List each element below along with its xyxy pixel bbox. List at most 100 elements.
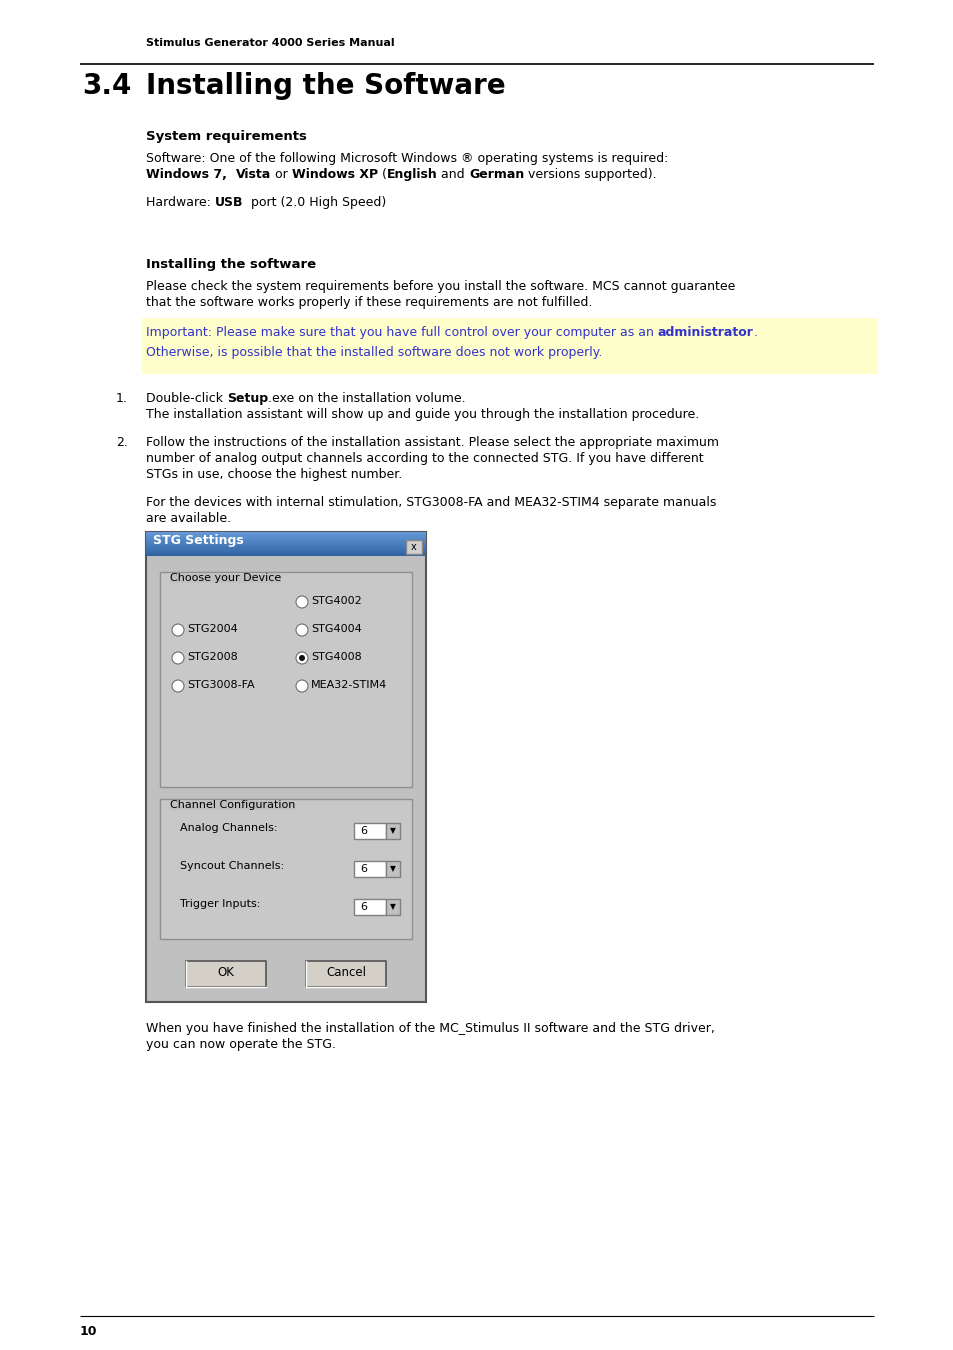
Bar [146,547,426,549]
Text: When you have finished the installation of the MC_Stimulus II software and the S: When you have finished the installation … [146,1022,714,1035]
Text: ▼: ▼ [390,826,395,836]
Text: Please check the system requirements before you install the software. MCS cannot: Please check the system requirements bef… [146,279,735,293]
Bar [146,535,426,537]
Bar [386,824,399,838]
Text: STG4004: STG4004 [311,624,361,634]
Bar [146,533,426,536]
Text: 2.: 2. [116,436,128,450]
Bar [160,799,412,940]
Bar [146,541,426,543]
Text: versions supported).: versions supported). [524,167,657,181]
Text: 6: 6 [360,864,367,873]
Bar [406,540,421,553]
Text: you can now operate the STG.: you can now operate the STG. [146,1038,335,1052]
Text: STG3008-FA: STG3008-FA [187,680,254,690]
Text: Choose your Device: Choose your Device [170,572,281,583]
Text: (: ( [377,167,386,181]
Text: 10: 10 [80,1324,97,1338]
Bar [142,319,877,374]
Bar [146,549,426,551]
Text: that the software works properly if these requirements are not fulfilled.: that the software works properly if thes… [146,296,592,309]
Text: 3.4: 3.4 [82,72,132,100]
Circle shape [295,595,308,608]
Text: .: . [753,325,757,339]
Text: STG2004: STG2004 [187,624,237,634]
Bar [146,554,426,555]
Text: ▼: ▼ [390,903,395,911]
Text: Software: One of the following Microsoft Windows ® operating systems is required: Software: One of the following Microsoft… [146,153,668,165]
Text: USB: USB [214,196,243,209]
Bar [146,543,426,544]
Circle shape [172,680,184,693]
Text: Double-click: Double-click [146,392,227,405]
Text: English: English [386,167,436,181]
Text: Analog Channels:: Analog Channels: [180,824,277,833]
Text: Cancel: Cancel [326,965,366,979]
Bar [146,555,426,556]
Text: or: or [271,167,292,181]
Bar [386,899,399,915]
Text: Windows 7,: Windows 7, [146,167,235,181]
Text: port (2.0 High Speed): port (2.0 High Speed) [243,196,386,209]
Text: number of analog output channels according to the connected STG. If you have dif: number of analog output channels accordi… [146,452,703,464]
Circle shape [295,680,308,693]
Circle shape [295,652,308,664]
Text: Setup: Setup [227,392,268,405]
Text: System requirements: System requirements [146,130,307,143]
Text: STG4008: STG4008 [311,652,361,662]
Text: are available.: are available. [146,512,231,525]
Text: .exe on the installation volume.: .exe on the installation volume. [268,392,465,405]
Text: Installing the Software: Installing the Software [146,72,505,100]
Bar [146,552,426,554]
Bar [146,551,426,552]
Bar [146,548,426,549]
Bar [146,532,426,533]
Circle shape [172,652,184,664]
Text: ▼: ▼ [390,864,395,873]
Bar [146,537,426,539]
Text: Trigger Inputs:: Trigger Inputs: [180,899,260,909]
Text: OK: OK [217,965,234,979]
Bar [146,532,426,1002]
Bar [354,824,386,838]
Bar [146,545,426,548]
Bar [146,539,426,540]
Text: Installing the software: Installing the software [146,258,315,271]
Text: Important: Please make sure that you have full control over your computer as an: Important: Please make sure that you hav… [146,325,658,339]
Bar [354,861,386,878]
Text: Otherwise, is possible that the installed software does not work properly.: Otherwise, is possible that the installe… [146,346,601,359]
Text: 6: 6 [360,826,367,836]
Text: German: German [469,167,524,181]
Circle shape [172,624,184,636]
Text: Vista: Vista [235,167,271,181]
Text: administrator: administrator [658,325,753,339]
Text: STGs in use, choose the highest number.: STGs in use, choose the highest number. [146,468,402,481]
Text: x: x [411,541,416,552]
Bar [146,544,426,547]
Text: MEA32-STIM4: MEA32-STIM4 [311,680,387,690]
Text: Windows XP: Windows XP [292,167,377,181]
Bar [146,544,426,545]
Text: and: and [436,167,469,181]
Bar [306,961,386,987]
Text: 6: 6 [360,902,367,913]
Text: Hardware:: Hardware: [146,196,214,209]
Text: STG Settings: STG Settings [152,535,244,547]
Bar [354,899,386,915]
Bar [386,861,399,878]
Bar [160,572,412,787]
Text: Syncout Channels:: Syncout Channels: [180,861,284,871]
Text: 1.: 1. [116,392,128,405]
Bar [146,540,426,541]
Text: STG2008: STG2008 [187,652,237,662]
Bar [186,961,266,987]
Text: Follow the instructions of the installation assistant. Please select the appropr: Follow the instructions of the installat… [146,436,719,450]
Circle shape [295,624,308,636]
Circle shape [298,655,305,662]
Bar [146,536,426,539]
Text: The installation assistant will show up and guide you through the installation p: The installation assistant will show up … [146,408,699,421]
Text: STG4002: STG4002 [311,595,361,606]
Text: Channel Configuration: Channel Configuration [170,801,295,810]
Text: Stimulus Generator 4000 Series Manual: Stimulus Generator 4000 Series Manual [146,38,395,49]
Text: For the devices with internal stimulation, STG3008-FA and MEA32-STIM4 separate m: For the devices with internal stimulatio… [146,495,716,509]
